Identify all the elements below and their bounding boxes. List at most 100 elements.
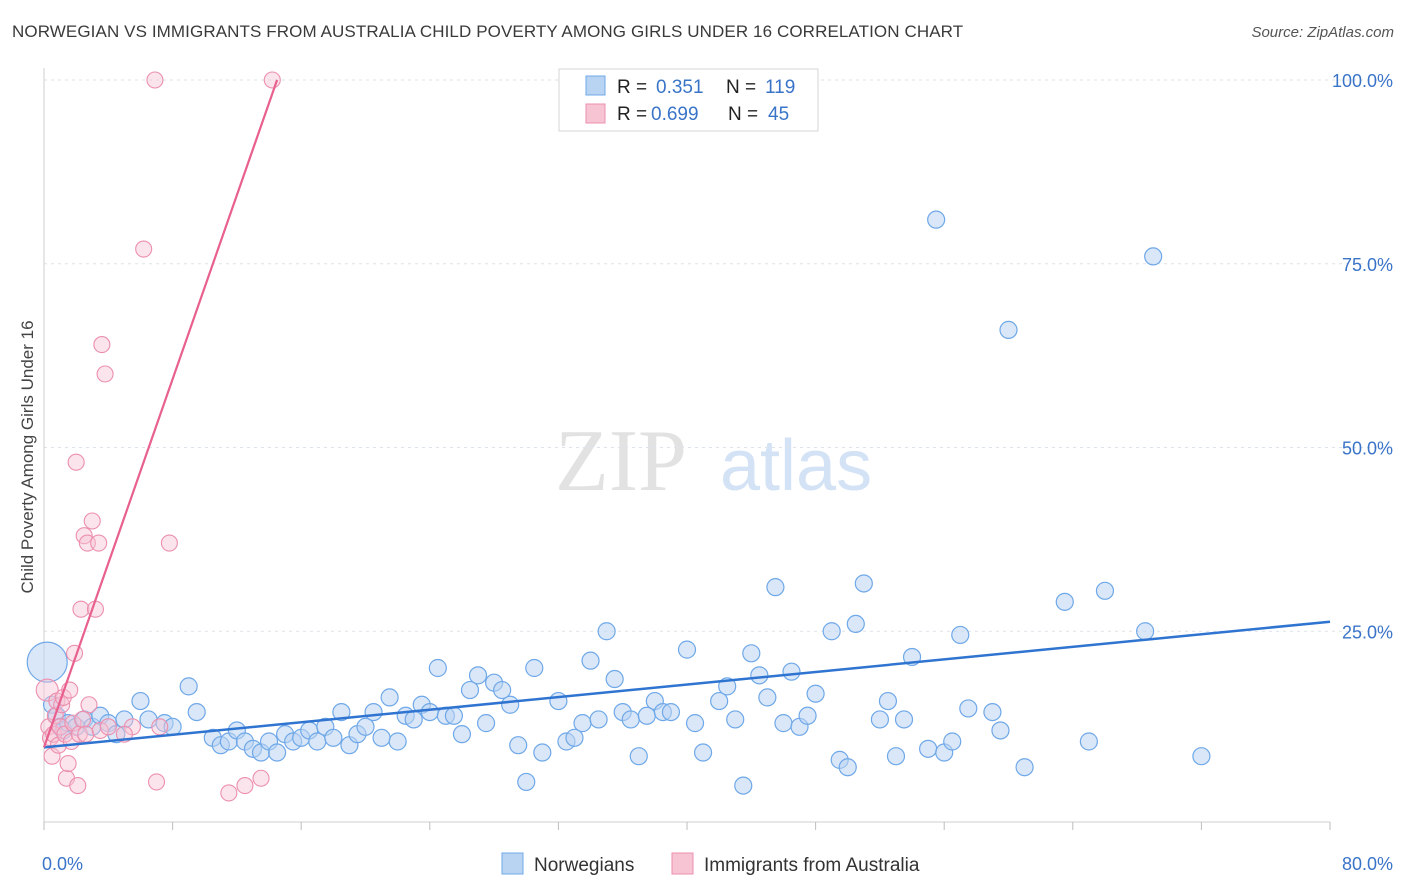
point-norwegians xyxy=(846,614,865,634)
point-norwegians xyxy=(734,776,753,795)
point-immigrants-australia xyxy=(59,754,77,773)
point-norwegians xyxy=(661,702,681,722)
point-norwegians xyxy=(267,743,287,762)
point-norwegians xyxy=(468,666,488,685)
point-norwegians xyxy=(1079,732,1098,751)
point-immigrants-australia xyxy=(99,718,117,736)
point-immigrants-australia xyxy=(263,71,281,89)
point-norwegians xyxy=(452,725,472,744)
point-norwegians xyxy=(581,651,600,670)
point-norwegians xyxy=(870,710,890,729)
x-tick-label: 80.0% xyxy=(1342,854,1393,874)
point-norwegians xyxy=(372,728,391,747)
bottom-legend-label-australia: Immigrants from Australia xyxy=(704,855,920,876)
point-norwegians xyxy=(533,743,552,762)
point-norwegians xyxy=(549,691,568,711)
point-immigrants-australia xyxy=(93,336,111,354)
point-norwegians xyxy=(565,728,584,747)
point-norwegians xyxy=(927,210,946,229)
legend-r-label-2: R = xyxy=(617,104,647,125)
point-norwegians xyxy=(951,625,970,645)
point-norwegians xyxy=(476,714,496,733)
point-norwegians xyxy=(573,714,592,733)
bottom-legend-label-norwegians: Norwegians xyxy=(534,855,634,876)
point-norwegians xyxy=(179,677,198,696)
trendlines xyxy=(42,79,1331,749)
point-norwegians xyxy=(782,662,801,681)
point-norwegians xyxy=(356,717,375,736)
point-norwegians xyxy=(501,695,520,714)
point-immigrants-australia xyxy=(252,769,270,787)
point-norwegians xyxy=(943,732,962,751)
point-norwegians xyxy=(428,658,447,678)
source-label: Source: ZipAtlas.com xyxy=(1251,24,1394,41)
point-immigrants-australia xyxy=(35,678,59,702)
point-norwegians xyxy=(621,710,640,729)
point-norwegians xyxy=(685,714,705,733)
point-immigrants-australia xyxy=(83,512,101,530)
trendline-norwegians xyxy=(43,620,1331,749)
point-norwegians xyxy=(919,739,938,758)
point-immigrants-australia xyxy=(64,714,82,732)
point-norwegians xyxy=(693,743,713,762)
point-immigrants-australia xyxy=(72,600,90,618)
series-immigrants-australia xyxy=(35,71,281,802)
point-immigrants-australia xyxy=(236,777,254,795)
point-norwegians xyxy=(332,702,351,722)
bottom-legend-swatch-pink xyxy=(671,852,694,875)
y-tick-label: 25.0% xyxy=(1342,622,1393,642)
point-norwegians xyxy=(589,710,608,729)
chart-title: NORWEGIAN VS IMMIGRANTS FROM AUSTRALIA C… xyxy=(12,22,964,41)
point-norwegians xyxy=(894,710,914,729)
watermark-zip: ZIP xyxy=(555,413,687,510)
legend-swatch-pink xyxy=(585,103,606,124)
point-norwegians xyxy=(364,702,383,722)
point-norwegians xyxy=(758,688,777,707)
point-norwegians xyxy=(886,747,906,766)
point-norwegians xyxy=(525,658,544,678)
point-norwegians xyxy=(854,574,873,593)
point-immigrants-australia xyxy=(43,747,61,765)
bottom-legend-swatch-blue xyxy=(501,852,524,875)
point-norwegians xyxy=(420,702,439,722)
point-norwegians xyxy=(774,714,793,733)
point-norwegians xyxy=(806,684,825,703)
point-norwegians xyxy=(766,578,785,597)
legend-n-value-1: 119 xyxy=(765,77,795,98)
point-norwegians xyxy=(380,688,399,707)
point-norwegians xyxy=(750,666,769,685)
legend-n-label-1: N = xyxy=(726,77,756,98)
series-norwegians xyxy=(26,210,1211,795)
tick-labels: 25.0% 50.0% 75.0% 100.0% 0.0% 80.0% xyxy=(42,71,1393,874)
legend-r-value-2: 0.699 xyxy=(651,104,699,125)
point-norwegians xyxy=(1136,622,1155,641)
legend-r-value-1: 0.351 xyxy=(656,77,704,98)
point-norwegians xyxy=(1015,758,1034,777)
point-norwegians xyxy=(517,772,536,792)
point-norwegians xyxy=(677,640,697,659)
point-immigrants-australia xyxy=(96,365,114,383)
point-norwegians xyxy=(822,622,841,641)
point-norwegians xyxy=(991,721,1010,740)
axes xyxy=(43,68,1331,830)
point-immigrants-australia xyxy=(90,534,108,552)
point-immigrants-australia xyxy=(74,710,92,729)
point-norwegians xyxy=(1192,747,1211,766)
point-norwegians xyxy=(959,699,978,718)
point-norwegians xyxy=(838,758,857,777)
point-norwegians xyxy=(131,691,150,711)
point-immigrants-australia xyxy=(146,71,164,89)
legend-n-label-2: N = xyxy=(728,104,758,125)
point-norwegians xyxy=(509,736,528,755)
point-immigrants-australia xyxy=(91,721,109,740)
legend-r-label-1: R = xyxy=(617,77,647,98)
point-norwegians xyxy=(597,622,616,641)
watermark: ZIP atlas xyxy=(555,413,872,510)
point-immigrants-australia xyxy=(135,240,153,258)
point-norwegians xyxy=(388,732,407,751)
point-norwegians xyxy=(493,680,512,700)
point-norwegians xyxy=(1144,247,1163,266)
point-norwegians xyxy=(878,691,898,711)
point-immigrants-australia xyxy=(77,725,95,743)
